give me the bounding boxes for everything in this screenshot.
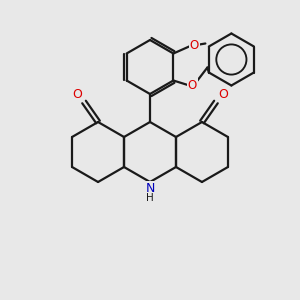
- Text: N: N: [145, 182, 155, 196]
- Text: O: O: [72, 88, 82, 100]
- Text: O: O: [188, 79, 197, 92]
- Text: H: H: [146, 193, 154, 203]
- Text: O: O: [218, 88, 228, 100]
- Text: O: O: [190, 39, 199, 52]
